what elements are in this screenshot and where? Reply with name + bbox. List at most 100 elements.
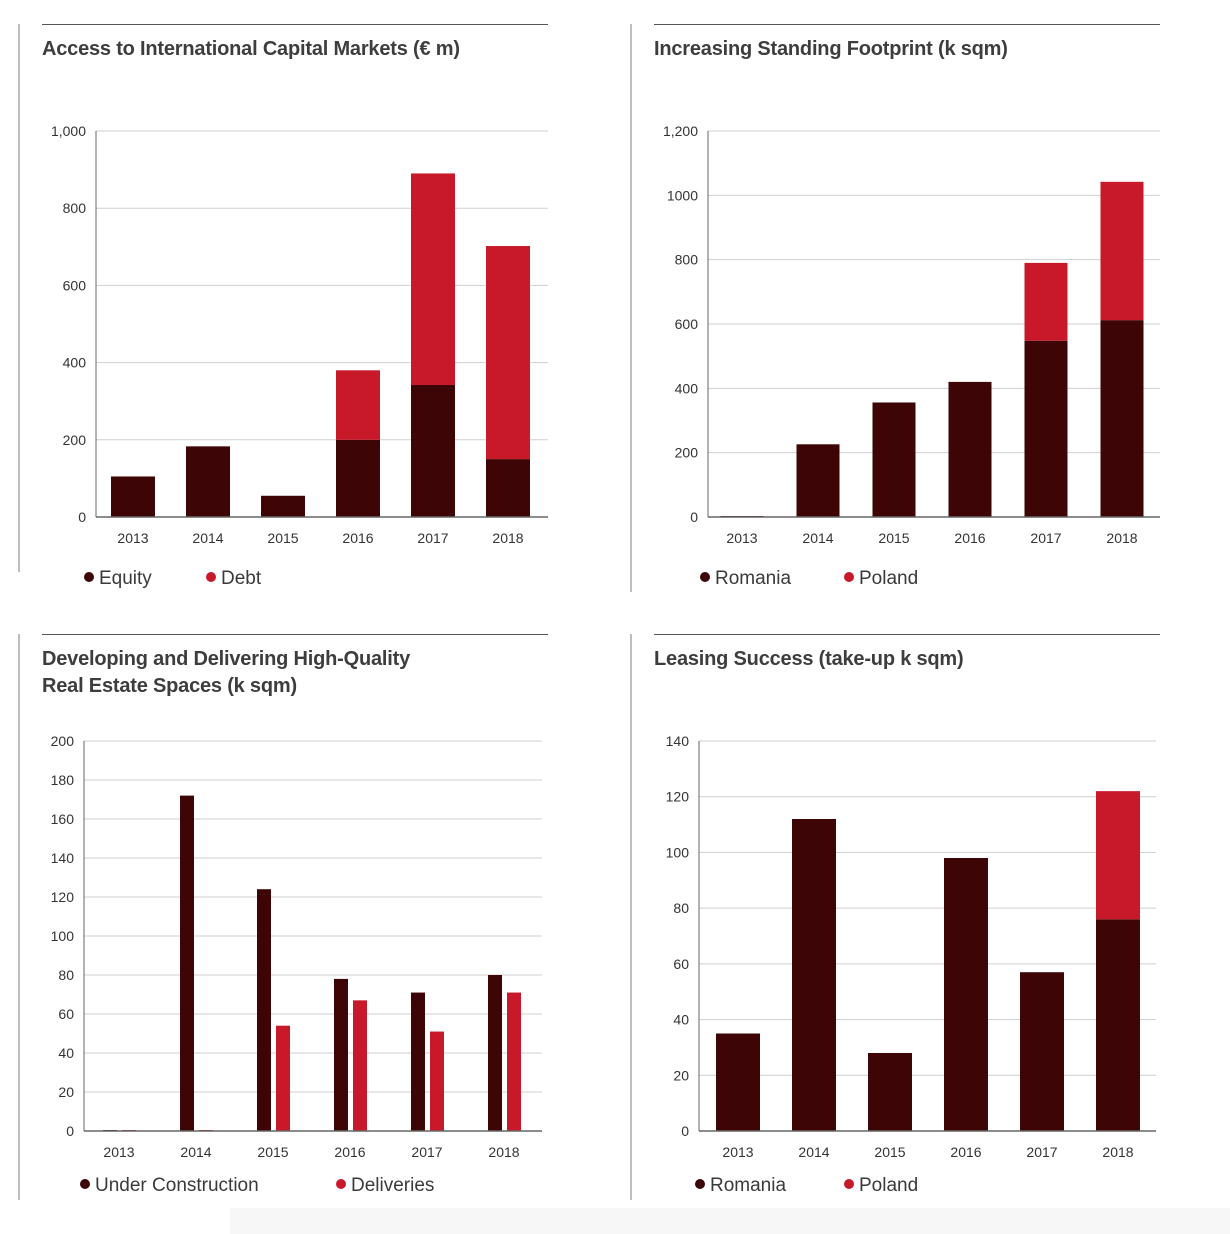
- x-tick-label: 2014: [798, 1144, 829, 1160]
- legend-swatch-deliveries: [336, 1179, 346, 1189]
- y-tick-label: 1,200: [663, 123, 698, 139]
- bar-equity-2014: [186, 446, 230, 517]
- legend-label: Equity: [99, 568, 152, 589]
- panel-top-rule: [654, 634, 1160, 635]
- legend-item-poland: Poland: [844, 1175, 918, 1197]
- divider-left-bottom: [18, 634, 20, 1200]
- chart-svg: 0 200 400 600 800 1,000 2013 2014 2015 2016 2017 20…: [51, 123, 548, 546]
- y-tick-label: 40: [58, 1045, 74, 1061]
- y-tick-label: 20: [58, 1084, 74, 1100]
- x-tick-label: 2014: [192, 530, 223, 546]
- x-tick-label: 2013: [726, 530, 757, 546]
- legend-swatch-romania: [695, 1179, 705, 1189]
- chart-svg: 0 20 40 60 80 100 120 140 2013 2014 2015 2016 2017 20…: [666, 733, 1156, 1160]
- bar-romania-2017: [1024, 340, 1068, 517]
- chart-panel-leasing-success: Leasing Success (take-up k sqm) 0 20 40 60 8…: [654, 634, 1164, 1214]
- bar-debt-2017: [411, 173, 455, 385]
- x-tick-label: 2017: [417, 530, 448, 546]
- y-tick-label: 100: [666, 844, 690, 860]
- y-tick-label: 0: [681, 1123, 689, 1139]
- bar-equity-2016: [336, 439, 380, 517]
- x-tick-label: 2017: [1030, 530, 1061, 546]
- y-tick-label: 0: [690, 509, 698, 525]
- panel-top-rule: [654, 24, 1160, 25]
- y-tick-label: 60: [673, 956, 689, 972]
- legend-item-poland: Poland: [844, 568, 918, 590]
- chart-svg: 0 200 400 600 800 1000 1,200 2013 2014 2015 2016 20…: [663, 123, 1160, 546]
- legend-item-equity: Equity: [84, 568, 152, 590]
- chart-title: Increasing Standing Footprint (k sqm): [654, 38, 1008, 60]
- chart-title: Access to International Capital Markets …: [42, 38, 460, 60]
- bar-debt-2018: [486, 246, 530, 460]
- legend-swatch-poland: [844, 1179, 854, 1189]
- y-tick-label: 600: [675, 316, 699, 332]
- x-tick-label: 2014: [802, 530, 833, 546]
- y-tick-label: 200: [675, 445, 699, 461]
- bar-romania-2014: [796, 444, 840, 517]
- x-tick-label: 2015: [878, 530, 909, 546]
- legend-swatch-romania: [700, 572, 710, 582]
- y-tick-label: 1000: [667, 187, 698, 203]
- y-tick-label: 60: [58, 1006, 74, 1022]
- bar-equity-2013: [111, 476, 155, 517]
- x-tick-label: 2013: [722, 1144, 753, 1160]
- y-tick-label: 80: [673, 900, 689, 916]
- bar-under-construction-2017: [411, 992, 425, 1131]
- bar-romania-2016: [944, 858, 988, 1131]
- divider-middle-top: [630, 24, 632, 592]
- bottom-fade: [230, 1208, 1230, 1234]
- legend-item-romania: Romania: [700, 568, 791, 590]
- legend-item-debt: Debt: [206, 568, 261, 590]
- legend-label: Poland: [859, 1175, 919, 1196]
- x-tick-label: 2016: [342, 530, 373, 546]
- x-tick-label: 2018: [488, 1144, 519, 1160]
- legend-label: Romania: [715, 568, 792, 589]
- chart-panel-standing-footprint: Increasing Standing Footprint (k sqm) 0 2…: [654, 24, 1164, 604]
- y-tick-label: 200: [63, 432, 87, 448]
- chart-panel-capital-markets: Access to International Capital Markets …: [42, 24, 552, 604]
- panel-top-rule: [42, 634, 548, 635]
- panel-top-rule: [42, 24, 548, 25]
- bar-poland-2018: [1100, 181, 1144, 321]
- y-tick-label: 140: [666, 733, 690, 749]
- legend-label: Romania: [710, 1175, 787, 1196]
- chart-title: Leasing Success (take-up k sqm): [654, 648, 964, 670]
- chart-title: Developing and Delivering High-Quality R…: [42, 648, 411, 697]
- bar-romania-2018: [1100, 320, 1144, 517]
- x-tick-label: 2015: [267, 530, 298, 546]
- y-tick-label: 400: [675, 380, 699, 396]
- x-tick-label: 2018: [1102, 1144, 1133, 1160]
- bar-under-construction-2016: [334, 978, 348, 1131]
- chart-svg: 0 20 40 60 80 100 120 140 160 180 200 2013 2014 2015 2…: [51, 733, 542, 1160]
- bar-romania-2017: [1020, 972, 1064, 1131]
- y-tick-label: 0: [66, 1123, 74, 1139]
- bar-romania-2013: [716, 1033, 760, 1131]
- divider-middle-bottom: [630, 634, 632, 1200]
- x-tick-label: 2013: [117, 530, 148, 546]
- bar-deliveries-2017: [430, 1031, 444, 1131]
- chart-panel-developing-delivering: Developing and Delivering High-Quality R…: [42, 634, 552, 1214]
- bar-romania-2014: [792, 819, 836, 1131]
- legend-swatch-poland: [844, 572, 854, 582]
- bar-under-construction-2015: [257, 889, 271, 1131]
- x-tick-label: 2017: [411, 1144, 442, 1160]
- y-tick-label: 120: [51, 889, 75, 905]
- y-tick-label: 200: [51, 733, 75, 749]
- legend-item-romania: Romania: [695, 1175, 786, 1197]
- bar-equity-2015: [261, 495, 305, 517]
- legend-label: Debt: [221, 568, 262, 589]
- y-tick-label: 800: [63, 200, 87, 216]
- bar-poland-2018: [1096, 791, 1140, 920]
- legend-label: Poland: [859, 568, 919, 589]
- bar-poland-2017: [1024, 262, 1068, 341]
- x-tick-label: 2016: [950, 1144, 981, 1160]
- bar-deliveries-2015: [276, 1025, 290, 1131]
- bar-equity-2017: [411, 384, 455, 517]
- bar-romania-2016: [948, 381, 992, 517]
- y-tick-label: 120: [666, 789, 690, 805]
- legend-swatch-debt: [206, 572, 216, 582]
- y-tick-label: 100: [51, 928, 75, 944]
- bar-deliveries-2018: [507, 992, 521, 1131]
- x-tick-label: 2018: [1106, 530, 1137, 546]
- bar-debt-2016: [336, 370, 380, 440]
